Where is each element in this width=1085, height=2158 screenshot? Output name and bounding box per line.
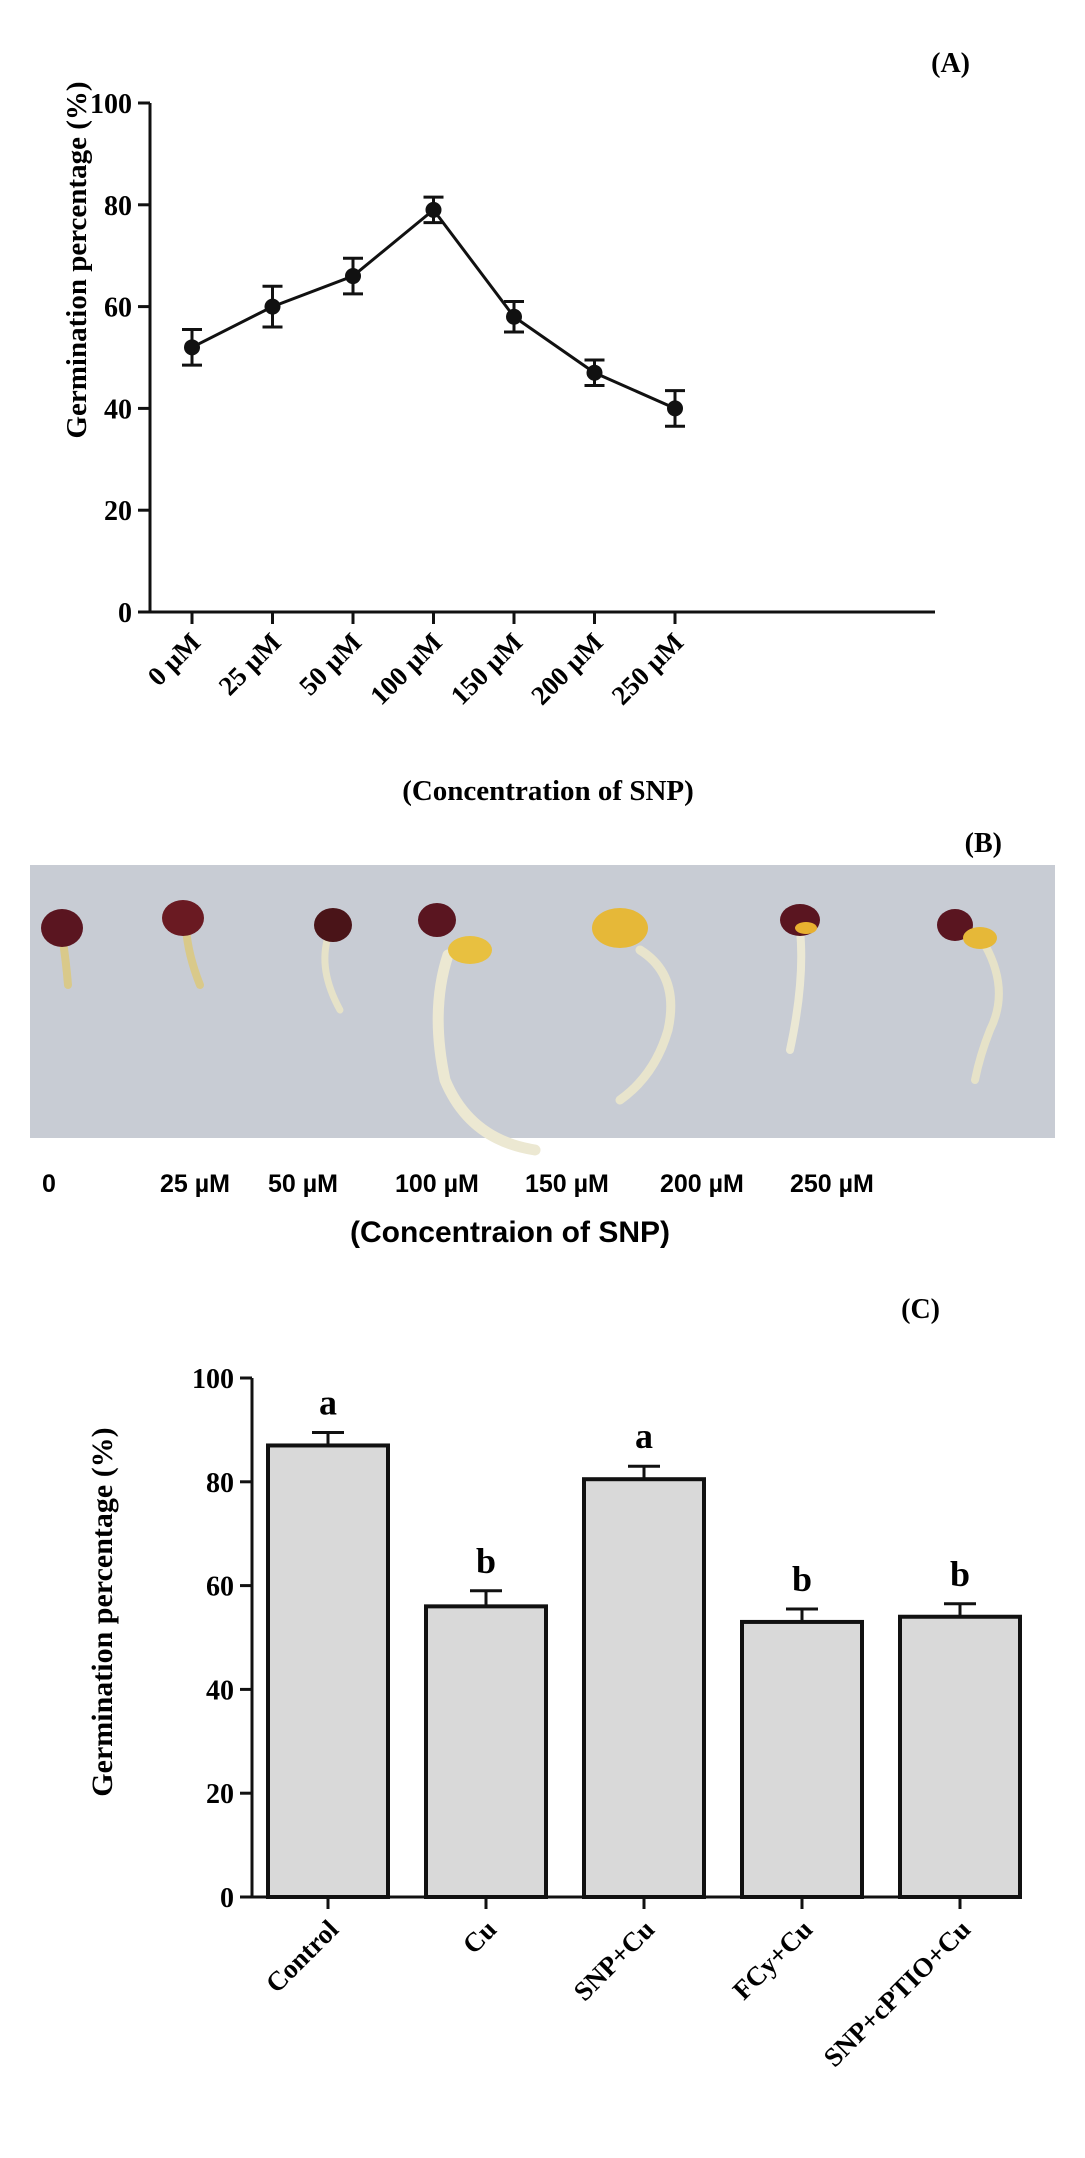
a-x-tick-label: 0 µM <box>142 627 207 692</box>
seedlings <box>41 900 1003 1156</box>
b-concentration-label: 200 µM <box>660 1170 744 1198</box>
seedling-100 <box>418 903 541 1156</box>
c-significance-letter: b <box>950 1554 970 1594</box>
c-bar <box>582 1477 706 1899</box>
b-concentration-label: 50 µM <box>268 1170 338 1198</box>
a-data-point <box>667 400 683 417</box>
b-concentration-label: 100 µM <box>395 1170 479 1198</box>
panel-b-seedling-photo: (B) <box>30 828 1055 1249</box>
panel-b-caption: (Concentraion of SNP) <box>350 1216 670 1249</box>
panel-a-label: (A) <box>931 48 970 79</box>
a-y-tick-label: 40 <box>104 394 132 425</box>
c-y-tick-label: 60 <box>206 1572 234 1603</box>
a-y-tick-label: 20 <box>104 496 132 527</box>
a-x-tick-label: 250 µM <box>606 627 690 711</box>
a-y-tick-label: 60 <box>104 293 132 324</box>
panel-a-y-axis-label: Germination percentage (%) <box>61 81 93 438</box>
a-y-tick-label: 100 <box>90 89 132 120</box>
b-concentration-label: 25 µM <box>160 1170 230 1198</box>
c-x-tick-label: SNP+cPTIO+Cu <box>818 1914 977 2073</box>
a-data-point <box>586 364 603 381</box>
seedling-200 <box>780 904 820 1054</box>
seedling-150 <box>592 908 676 1105</box>
a-y-tick-label: 80 <box>104 191 132 222</box>
c-significance-letter: b <box>476 1541 496 1581</box>
panel-c-label: (C) <box>901 1294 940 1325</box>
a-x-tick-label: 150 µM <box>445 627 529 711</box>
panel-a-line-chart: (A) Germination percentage (%) 0 20 40 60 80… <box>61 48 970 807</box>
a-data-point <box>345 268 361 285</box>
b-concentration-label: 0 <box>42 1170 56 1198</box>
a-data-point <box>425 201 442 218</box>
a-y-tick-label: 0 <box>118 598 132 629</box>
c-bar <box>266 1443 390 1899</box>
c-x-tick-label: FCy+Cu <box>727 1914 819 2006</box>
c-x-tick-label: SNP+Cu <box>568 1914 661 2007</box>
panel-c-y-axis-label: Germination percentage (%) <box>86 1427 119 1796</box>
b-concentration-label: 250 µM <box>790 1170 874 1198</box>
a-data-point <box>264 298 281 315</box>
a-x-tick-label: 100 µM <box>364 627 448 711</box>
a-x-tick-label: 25 µM <box>213 627 287 701</box>
a-x-tick-label: 50 µM <box>293 627 367 701</box>
a-data-point <box>184 339 200 356</box>
c-bar <box>898 1614 1022 1899</box>
c-bar <box>424 1604 548 1899</box>
c-x-tick-label: Control <box>260 1914 345 1999</box>
c-bar <box>740 1619 864 1900</box>
seedling-50 <box>314 908 352 1014</box>
panel-a-x-axis-label: (Concentration of SNP) <box>402 775 694 807</box>
c-y-tick-label: 40 <box>206 1675 234 1706</box>
c-significance-letter: b <box>792 1559 812 1599</box>
a-x-tick-label: 200 µM <box>525 627 609 711</box>
c-y-tick-label: 0 <box>220 1883 234 1914</box>
panel-b-label: (B) <box>965 828 1002 859</box>
seedling-250 <box>937 909 1003 1084</box>
c-y-tick-label: 20 <box>206 1779 234 1810</box>
seedling-25 <box>162 900 204 989</box>
panel-c-bar-chart: (C) Germination percentage (%) 0 20 40 60 80… <box>86 1294 1022 2073</box>
b-concentration-label: 150 µM <box>525 1170 609 1198</box>
a-data-point <box>506 308 522 325</box>
c-x-tick-label: Cu <box>457 1914 503 1960</box>
c-y-tick-label: 100 <box>192 1364 234 1395</box>
c-significance-letter: a <box>635 1416 653 1456</box>
seedling-0 <box>41 909 83 989</box>
c-significance-letter: a <box>319 1382 337 1422</box>
a-series-line <box>191 207 676 410</box>
c-y-tick-label: 80 <box>206 1468 234 1499</box>
